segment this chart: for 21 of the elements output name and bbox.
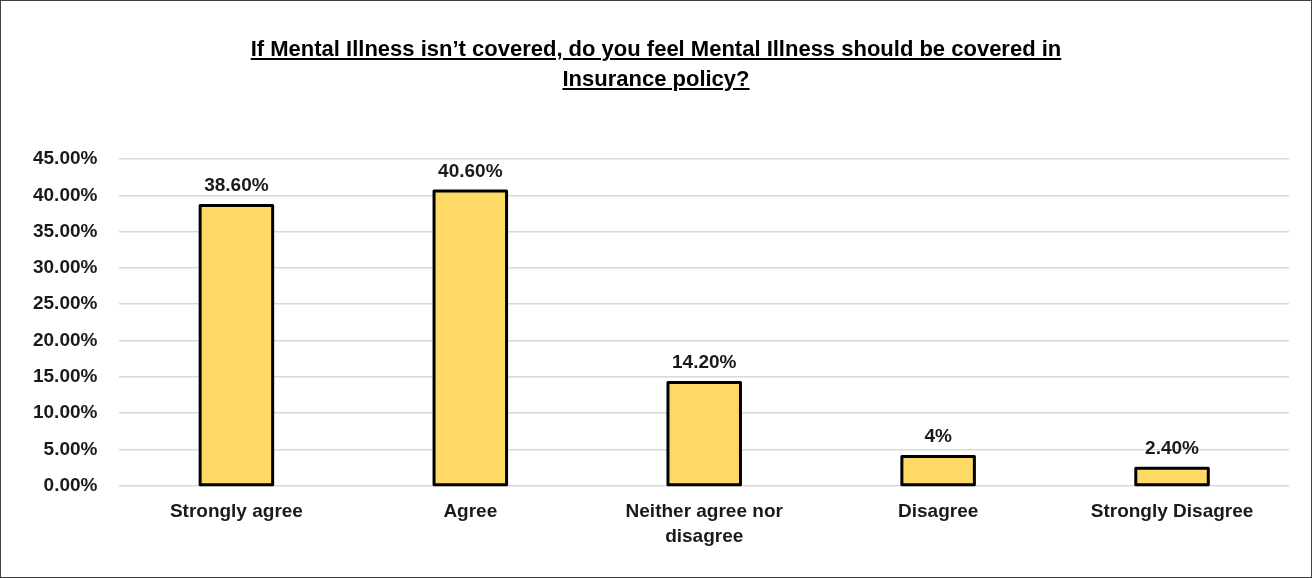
y-tick-label: 10.00% bbox=[32, 401, 98, 423]
data-label: 4% bbox=[924, 425, 952, 447]
x-tick-label: Strongly Disagree bbox=[1090, 500, 1254, 522]
y-tick-label: 5.00% bbox=[43, 437, 98, 459]
data-label: 40.60% bbox=[438, 159, 503, 181]
y-tick-label: 15.00% bbox=[32, 364, 98, 386]
x-tick-label: Neither agree nor disagree bbox=[625, 500, 784, 546]
x-tick-label: Agree bbox=[443, 500, 498, 522]
y-tick-label: 0.00% bbox=[43, 473, 98, 495]
y-tick-label: 20.00% bbox=[32, 328, 98, 350]
data-label: 38.60% bbox=[204, 174, 269, 196]
y-tick-label: 45.00% bbox=[32, 147, 98, 169]
y-tick-label: 40.00% bbox=[32, 183, 98, 205]
data-label: 14.20% bbox=[671, 351, 737, 373]
y-tick-label: 25.00% bbox=[32, 292, 98, 314]
y-tick-label: 35.00% bbox=[32, 219, 98, 241]
data-label: 2.40% bbox=[1145, 436, 1200, 458]
y-tick-label: 30.00% bbox=[32, 256, 98, 278]
chart-title: If Mental Illness isn’t covered, do you feel Mental Illness should be covered in Insurance policy? bbox=[249, 35, 1063, 93]
x-tick-label: Strongly agree bbox=[169, 500, 303, 522]
x-tick-label: Disagree bbox=[897, 500, 979, 522]
